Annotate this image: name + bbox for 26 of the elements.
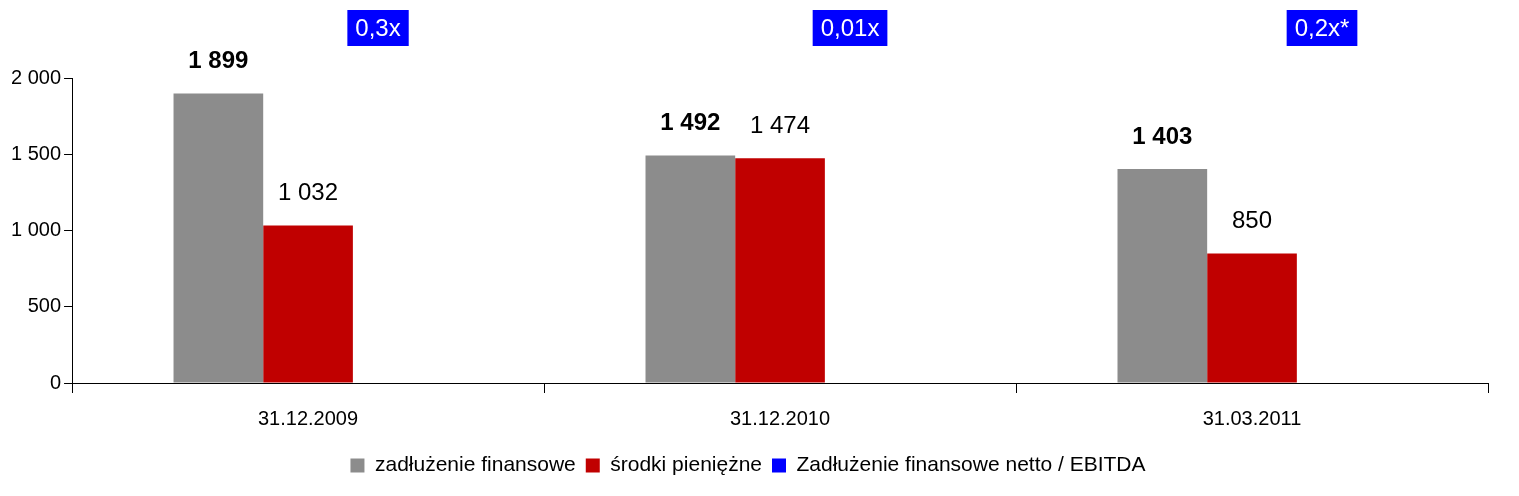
text: 0,01x (820, 13, 880, 41)
bar (173, 93, 264, 383)
y-tick-label: 1 500 (10, 141, 62, 164)
data-label: 1 492 (660, 108, 721, 136)
y-tick-label: 500 (27, 294, 62, 317)
text: 0,3x (355, 13, 401, 41)
bar (735, 158, 825, 383)
data-label: 850 (1231, 206, 1273, 233)
data-label: 1 899 (188, 46, 249, 74)
legend-label: środki pieniężne (610, 452, 763, 476)
y-tick-label: 0 (49, 370, 62, 393)
y-tick-label: 1 000 (10, 218, 62, 241)
x-tick-label: 31.03.2011 (1202, 406, 1302, 429)
data-label: 1 403 (1132, 121, 1193, 149)
y-tick-label: 2 000 (10, 65, 62, 88)
bar (1207, 253, 1297, 383)
data-label: 1 474 (749, 110, 811, 138)
x-tick-label: 31.12.2009 (257, 406, 359, 429)
data-label: 1 032 (278, 178, 339, 206)
legend-label: zadłużenie finansowe (374, 452, 576, 476)
bar (1117, 169, 1208, 383)
text: 0,2x* (1294, 13, 1350, 41)
bar (263, 225, 353, 383)
x-tick-label: 31.12.2010 (729, 406, 831, 429)
legend-label: Zadłużenie finansowe netto / EBITDA (796, 452, 1146, 476)
bar (645, 155, 736, 383)
